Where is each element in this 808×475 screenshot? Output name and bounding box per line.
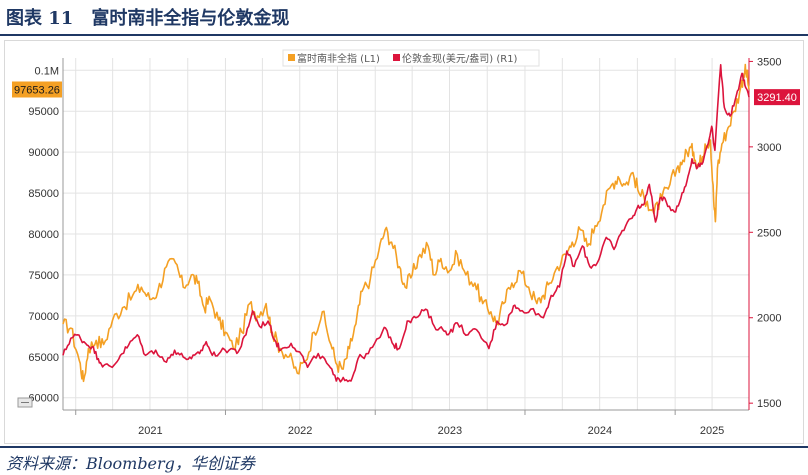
y-left-tick-label: 90000: [28, 147, 59, 159]
header-rule: [0, 34, 808, 36]
left-last-value-label: 97653.26: [14, 84, 60, 96]
footer-rule: [0, 446, 808, 448]
value-tags: 97653.26 3291.40: [12, 81, 800, 106]
y-right-tick-label: 3000: [757, 142, 781, 154]
x-tick-label: 2024: [588, 425, 612, 437]
figure-header: 图表 11 富时南非全指与伦敦金现: [0, 0, 808, 38]
legend: 富时南非全指 (L1) 伦敦金现(美元/盎司) (R1): [282, 49, 540, 67]
legend-label-ftse: 富时南非全指 (L1): [297, 52, 380, 65]
series-line-ftse-south-africa: [62, 63, 750, 383]
x-tick-label: 2025: [700, 425, 724, 437]
chart-frame: [4, 40, 804, 444]
legend-box: 富时南非全指 (L1) 伦敦金现(美元/盎司) (R1): [282, 49, 540, 67]
y-right-tick-label: 1500: [757, 398, 781, 410]
legend-swatch-gold: [393, 54, 400, 61]
figure-title: 图表 11 富时南非全指与伦敦金现: [6, 8, 290, 29]
x-tick-label: 2022: [288, 425, 312, 437]
y-left-tick-label: 80000: [28, 229, 59, 241]
x-tick-label: 2023: [438, 425, 462, 437]
y-left-tick-label: 75000: [28, 270, 59, 282]
left-last-value-tag: [12, 81, 62, 98]
legend-swatch-ftse: [288, 54, 295, 61]
right-last-value-label: 3291.40: [757, 92, 797, 104]
y-left-tick-label: 60000: [28, 393, 59, 405]
y-right-tick-label: 2500: [757, 227, 781, 239]
y-left-tick-label: 70000: [28, 311, 59, 323]
grid-lines: [63, 58, 749, 410]
right-last-value-tag: [754, 89, 800, 106]
legend-label-gold: 伦敦金现(美元/盎司) (R1): [402, 52, 518, 65]
y-right-tick-label: 3500: [757, 56, 781, 68]
legend-background: [282, 49, 540, 67]
y-left-tick-label: 85000: [28, 188, 59, 200]
figure-source: 资料来源：Bloomberg，华创证券: [6, 454, 255, 473]
series-lines: [62, 63, 750, 383]
x-tick-label: 2021: [138, 425, 162, 437]
y-right-tick-label: 2000: [757, 313, 781, 325]
axes: 60000 65000 70000 75000 80000 85000 90000 95000…: [17, 56, 781, 437]
series-line-london-gold: [62, 64, 750, 383]
y-left-tick-label: 0.1M: [35, 65, 59, 77]
y-left-tick-label: 95000: [28, 106, 59, 118]
y-left-tick-label: 65000: [28, 352, 59, 364]
